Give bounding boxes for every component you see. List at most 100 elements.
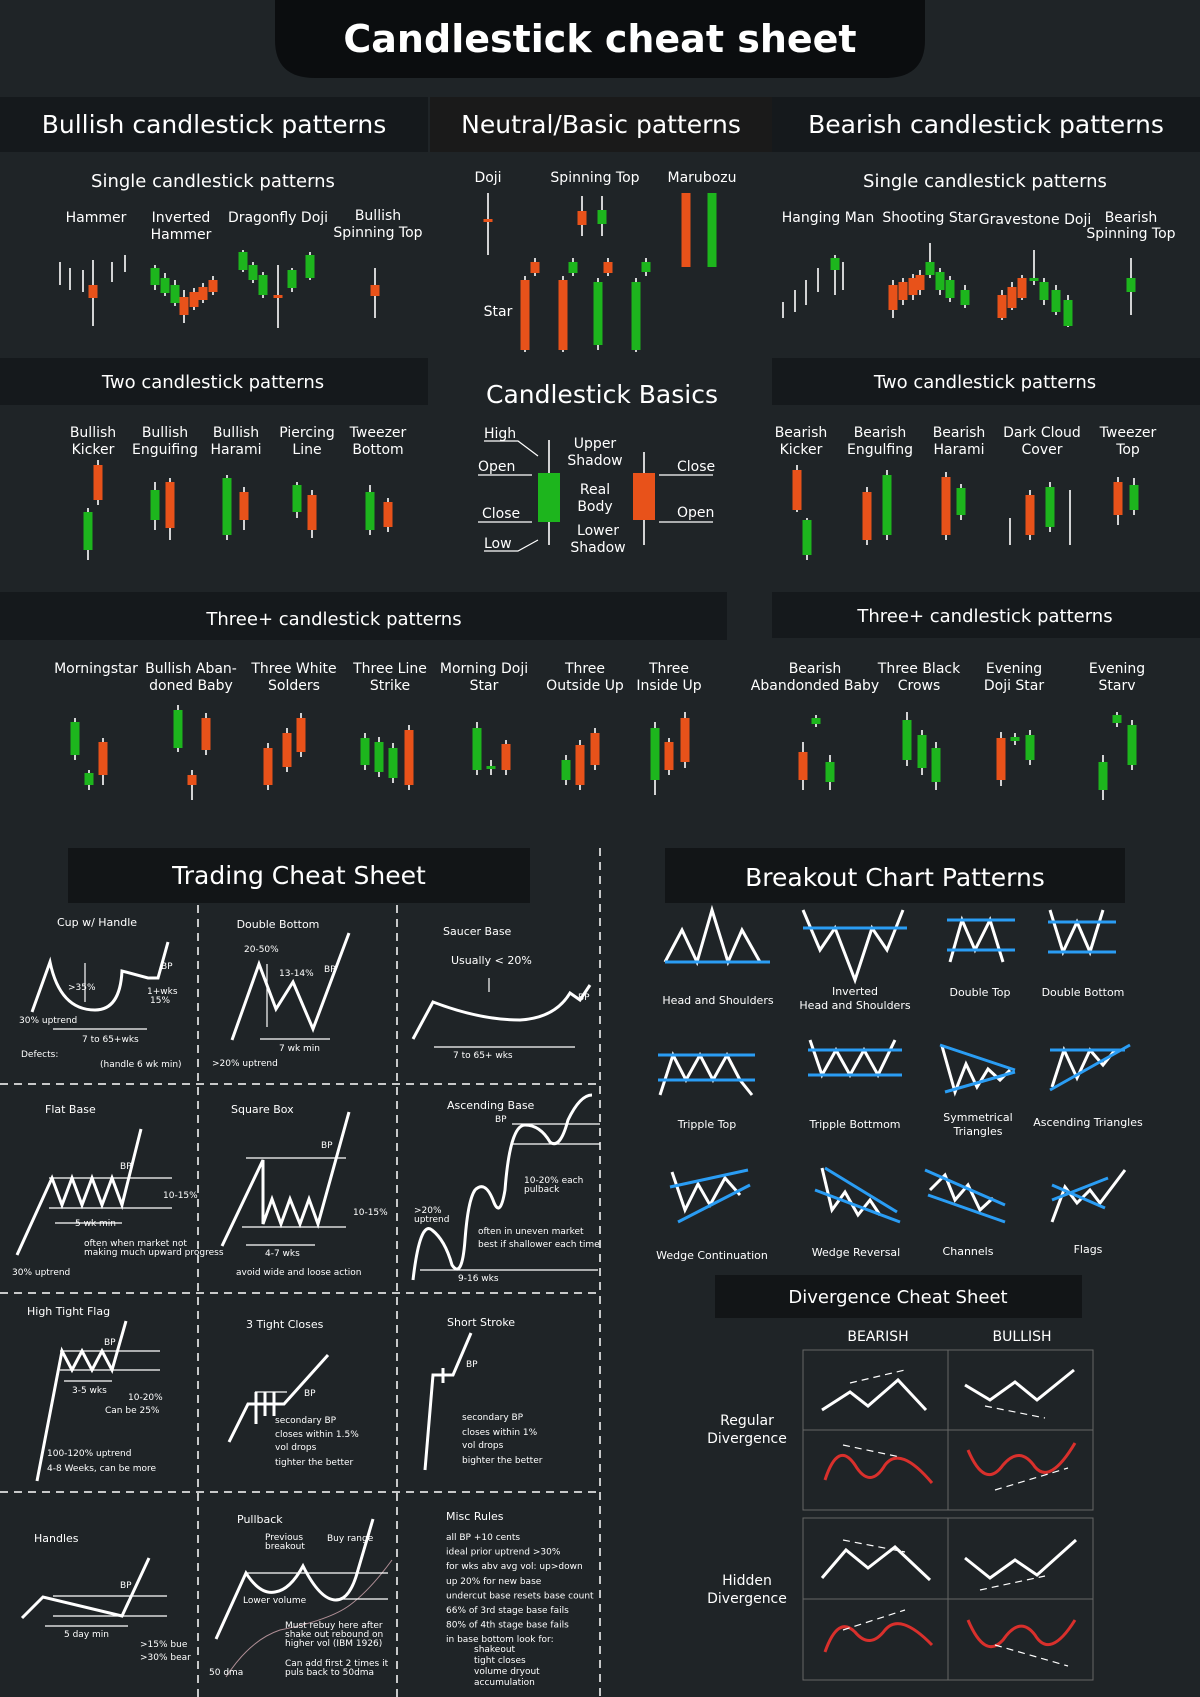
- square-c: 4-7 wks: [265, 1249, 300, 1259]
- bearish-header: [772, 97, 1200, 152]
- candle: [70, 718, 80, 760]
- candle: [577, 196, 587, 236]
- candle: [248, 262, 258, 283]
- cup-with-handle-diagram: Cup w/ Handle >35% 1+wks 15% BP 30% uptr…: [19, 916, 182, 1070]
- neutral-title: Neutral/Basic patterns: [461, 110, 741, 139]
- candle: [1051, 285, 1061, 315]
- basics-diagram: High Open Close Low Upper Shadow Real Bo…: [478, 426, 715, 556]
- basics-upper-2: Shadow: [567, 453, 622, 469]
- pull-b: breakout: [265, 1542, 305, 1552]
- breakout-label: Channels: [943, 1245, 994, 1258]
- label-bullish-spinning-top: Bullish: [355, 208, 401, 224]
- candle: [1025, 730, 1035, 765]
- basics-high: High: [484, 426, 516, 442]
- candle: [222, 475, 232, 540]
- misc-rule: ideal prior uptrend >30%: [446, 1548, 561, 1558]
- breakout-pattern: Head and Shoulders: [662, 904, 774, 1007]
- bearish-title: Bearish candlestick patterns: [808, 110, 1164, 139]
- misc-rule: up 20% for new base: [446, 1577, 542, 1587]
- saucer-base-diagram: Saucer Base Usually < 20% BP 7 to 65+ wk…: [411, 925, 592, 1061]
- misc-look-item: tight closes: [474, 1656, 526, 1666]
- basics-open: Open: [478, 459, 515, 475]
- breakout-label: Flags: [1074, 1243, 1103, 1256]
- label-shooting-star: Shooting Star: [882, 210, 977, 226]
- cup-b: 1+wks: [147, 987, 178, 997]
- candle: [273, 265, 283, 328]
- square-box-title: Square Box: [231, 1103, 294, 1116]
- divergence-drawings: [820, 1368, 1078, 1667]
- breakout-label: Double Bottom: [1042, 986, 1125, 999]
- bear-two-label: Tweezer: [1099, 425, 1157, 441]
- candle: [258, 272, 268, 298]
- candle: [862, 487, 872, 545]
- candle: [1126, 258, 1136, 315]
- bull-three-label: Strike: [370, 678, 410, 694]
- candle: [996, 732, 1006, 786]
- candle: [150, 265, 160, 290]
- breakout-label: Wedge Reversal: [812, 1246, 900, 1259]
- bear-single-title: Single candlestick patterns: [863, 171, 1107, 192]
- candle: [208, 276, 218, 295]
- breakout-pattern: Ascending Triangles: [1033, 1043, 1143, 1129]
- label-star: Star: [484, 304, 513, 320]
- ss-title: Short Stroke: [447, 1316, 515, 1329]
- basics-real: Real: [580, 482, 610, 498]
- pull-j: 50 dma: [209, 1668, 243, 1678]
- cup-c: 15%: [150, 996, 170, 1006]
- candle: [360, 733, 370, 770]
- candle: [1039, 278, 1049, 305]
- pullback-title: Pullback: [237, 1513, 283, 1526]
- bear-three-title: Three+ candlestick patterns: [856, 606, 1112, 627]
- ttc-b: secondary BP: [275, 1416, 337, 1426]
- bear-two-label: Bearish: [854, 425, 907, 441]
- bull-three-label: Solders: [268, 678, 320, 694]
- basics-close: Close: [482, 506, 520, 522]
- candle: [825, 755, 835, 790]
- candle: [486, 760, 496, 775]
- htf-e: 100-120% uptrend: [47, 1449, 131, 1459]
- candle: [811, 715, 821, 727]
- saucer-c: 7 to 65+ wks: [453, 1051, 513, 1061]
- ttc-a: BP: [304, 1389, 316, 1399]
- bull-three-label: Morningstar: [54, 661, 138, 677]
- candle: [558, 276, 568, 352]
- ss-d: vol drops: [462, 1441, 504, 1451]
- bear-three-label: Three Black: [877, 661, 961, 677]
- candle: [160, 273, 170, 296]
- misc-rule: for wks abv avg vol: up>down: [446, 1562, 583, 1572]
- pull-a: Previous: [265, 1533, 303, 1543]
- candle: [173, 705, 183, 752]
- double-bottom-c: BP: [324, 965, 336, 975]
- candle: [1029, 250, 1039, 285]
- bear-two-label: Top: [1115, 442, 1140, 458]
- candle: [798, 742, 808, 790]
- candle: [681, 193, 691, 267]
- candle: [365, 485, 375, 535]
- bear-two-header: [772, 358, 1200, 405]
- htf-c: 10-20%: [128, 1393, 163, 1403]
- candle: [925, 243, 935, 278]
- candle: [1113, 477, 1123, 525]
- label-bearish-spinning-top-2: Spinning Top: [1086, 226, 1175, 242]
- flat-e: making much upward progress: [84, 1248, 224, 1258]
- breakout-label: Wedge Continuation: [656, 1249, 768, 1262]
- candle: [530, 258, 540, 276]
- candle: [305, 252, 315, 280]
- div-regular-label: Regular: [720, 1413, 774, 1429]
- basics-real-2: Body: [577, 499, 612, 515]
- candle: [198, 283, 208, 303]
- bear-three-label: Evening: [1089, 661, 1145, 677]
- handles-title: Handles: [34, 1532, 79, 1545]
- candle: [956, 484, 966, 520]
- three-tight-closes-diagram: 3 Tight Closes BP secondary BP closes wi…: [227, 1318, 359, 1468]
- bull-two-title: Two candlestick patterns: [101, 372, 324, 393]
- breakout-title: Breakout Chart Patterns: [745, 863, 1045, 892]
- candle: [902, 712, 912, 766]
- pull-f: shake out rebound on: [285, 1630, 383, 1640]
- short-stroke-diagram: Short Stroke BP secondary BP closes with…: [423, 1316, 543, 1471]
- double-bottom-b: 13-14%: [279, 969, 314, 979]
- bear-two-label: Dark Cloud: [1003, 425, 1081, 441]
- candle: [388, 743, 398, 783]
- neutral-header: [430, 97, 772, 152]
- candle: [568, 258, 578, 276]
